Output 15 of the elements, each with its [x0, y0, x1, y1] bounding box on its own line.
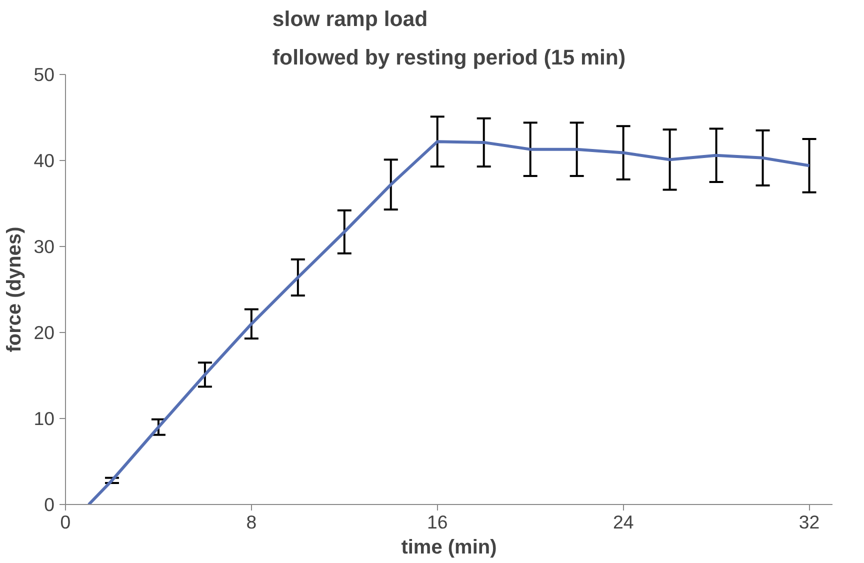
y-axis-title: force (dynes): [4, 226, 26, 352]
line-series: [87, 140, 811, 504]
y-tick-label: 10: [34, 408, 55, 429]
x-tick-label: 32: [798, 512, 820, 532]
x-tick-label: 0: [60, 512, 71, 532]
y-tick-label: 0: [44, 494, 55, 515]
y-tick-label: 40: [34, 150, 55, 171]
y-tick-label: 20: [34, 322, 55, 343]
x-tick-label: 24: [612, 512, 634, 532]
x-tick-label: 16: [427, 512, 448, 532]
y-tick-label: 30: [34, 236, 55, 257]
x-axis-title: time (min): [401, 536, 497, 558]
chart-title: slow ramp load followed by resting period (15 min): [272, 7, 626, 70]
x-tick-label: 8: [246, 512, 257, 532]
y-tick-label: 50: [34, 64, 55, 85]
